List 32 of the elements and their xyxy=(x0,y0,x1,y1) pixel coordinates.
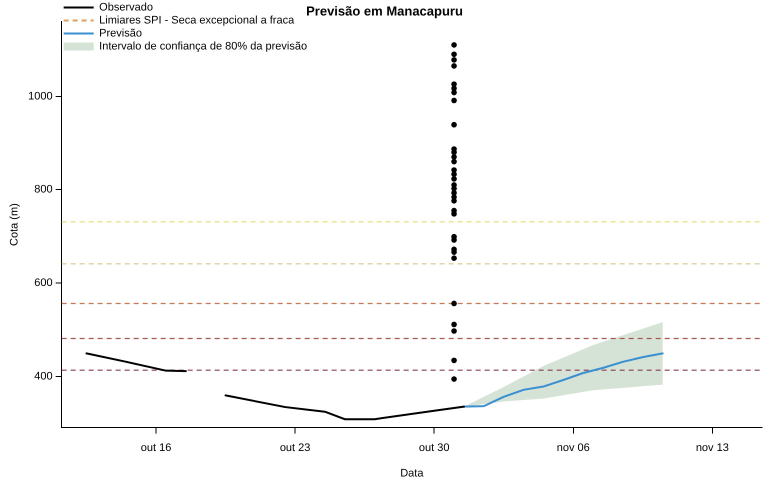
y-tick-label: 400 xyxy=(34,370,53,382)
point xyxy=(451,51,457,58)
legend-label: Limiares SPI - Seca excepcional a fraca xyxy=(99,14,296,27)
y-tick-label: 1000 xyxy=(28,90,53,102)
point xyxy=(451,376,457,382)
legend-label: Observado xyxy=(99,2,153,14)
point xyxy=(451,63,457,69)
point xyxy=(451,176,457,182)
legend-label: Previsão xyxy=(99,28,142,40)
point xyxy=(451,255,457,261)
legend-label: Intervalo de confiança de 80% da previsão xyxy=(99,40,308,53)
point xyxy=(451,358,457,364)
x-tick-label: nov 06 xyxy=(556,442,590,454)
y-tick-label: 600 xyxy=(34,276,53,289)
point xyxy=(451,158,457,164)
point xyxy=(451,300,457,306)
point xyxy=(451,98,457,104)
y-axis-title: Cota (m) xyxy=(8,203,21,246)
x-tick-label: nov 13 xyxy=(696,442,729,454)
x-tick-label: out 23 xyxy=(280,442,310,454)
point xyxy=(451,154,457,160)
x-tick-label: out 30 xyxy=(418,442,450,454)
point xyxy=(451,322,457,328)
point xyxy=(451,198,457,204)
point xyxy=(451,328,457,334)
x-axis-title: Data xyxy=(400,467,424,480)
point xyxy=(451,42,457,48)
point xyxy=(451,57,457,63)
y-tick-label: 800 xyxy=(34,184,53,196)
point xyxy=(451,122,457,128)
x-tick-label: out 16 xyxy=(140,442,172,454)
chart-title: Previsão em Manacapuru xyxy=(306,3,463,18)
